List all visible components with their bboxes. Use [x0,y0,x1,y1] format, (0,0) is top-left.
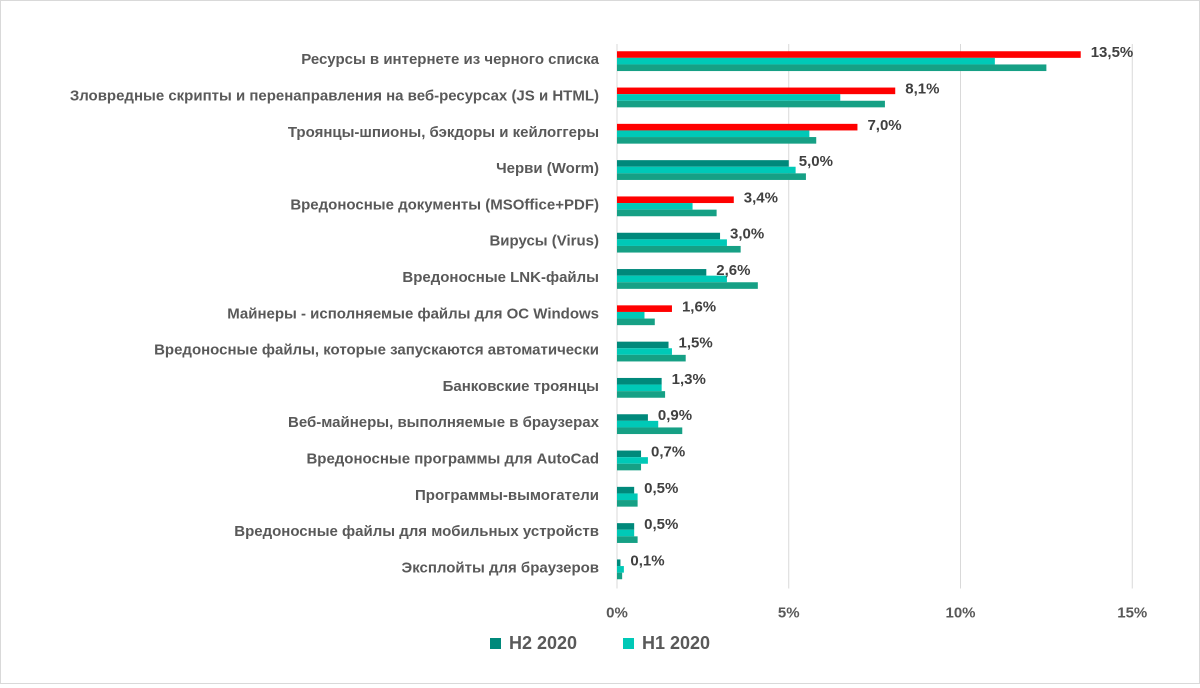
bar-h1 [617,348,672,355]
bar-series-3 [617,173,806,180]
category-label: Ресурсы в интернете из черного списка [301,51,599,68]
value-label: 1,6% [682,298,716,315]
category-label: Вирусы (Virus) [489,233,599,250]
bar-series-3 [617,245,741,253]
value-label: 3,0% [730,226,764,243]
x-tick-label: 10% [945,605,975,622]
bar-h1 [617,166,796,174]
bar-h1 [617,420,659,428]
bar-h1 [617,529,635,537]
bar-h2 [617,196,734,204]
bar-h1 [617,566,624,573]
bar-h1 [617,239,727,246]
value-label: 0,9% [658,407,692,424]
value-label: 0,7% [651,443,685,460]
bar-series-3 [617,536,638,543]
value-labels: 13,5% 8,1% 7,0% 5,0% 3,4% 3,0% 2,6% 1,6% 1,5% 1,3… [630,44,1133,569]
bar-h2 [617,123,858,131]
category-label: Зловредные скрипты и перенаправления на … [70,87,599,104]
bar-h2 [617,305,672,312]
bar-series-3 [617,427,683,435]
value-label: 7,0% [867,117,901,134]
bar-h1 [617,457,648,464]
bar-series-3 [617,354,686,362]
bar-h2 [617,523,635,530]
category-label: Вредоносные LNK-файлы [402,269,599,286]
bar-series-3 [617,572,623,580]
bar-h1 [617,275,727,283]
bar-h2 [617,160,789,167]
bar-series-3 [617,318,655,326]
value-label: 2,6% [716,262,750,279]
x-tick-label: 5% [778,605,800,622]
x-tick-labels: 0% 5% 10% 15% [606,605,1147,622]
bar-h2 [617,414,648,421]
category-label: Черви (Worm) [496,160,599,177]
legend: H2 2020 H1 2020 [490,633,710,653]
bar-h2 [617,450,642,458]
bar-h1 [617,311,645,319]
bar-h1 [617,384,662,392]
bar-h1 [617,493,638,501]
value-label: 0,5% [644,516,678,533]
category-label: Майнеры - исполняемые файлы для ОС Windo… [227,305,599,322]
bar-series-3 [617,500,638,507]
bar-series-3 [617,64,1047,72]
bar-h1 [617,57,995,65]
category-label: Вредоносные файлы, которые запускаются а… [154,342,599,359]
bar-h2 [617,559,621,567]
bar-h2 [617,51,1081,58]
value-label: 5,0% [799,153,833,170]
bar-h2 [617,87,896,95]
bar-h1 [617,94,841,101]
bar-h2 [617,269,707,276]
bar-h2 [617,341,669,349]
x-tick-label: 15% [1117,605,1147,622]
value-label: 1,5% [679,335,713,352]
category-label: Эксплойты для браузеров [402,559,599,576]
bar-h1 [617,203,693,210]
bar-h2 [617,232,721,240]
bar-series-3 [617,100,885,108]
value-label: 0,5% [644,480,678,497]
bar-series-3 [617,463,642,471]
bar-h1 [617,130,810,138]
category-labels: Ресурсы в интернете из черного списка Зло… [70,51,600,576]
category-label: Вредоносные документы (MSOffice+PDF) [290,196,599,213]
legend-label-h2: H2 2020 [509,633,577,653]
value-label: 0,1% [630,552,664,569]
category-label: Троянцы-шпионы, бэкдоры и кейлоггеры [288,124,599,141]
value-label: 8,1% [905,80,939,97]
bar-series-3 [617,209,717,217]
value-label: 3,4% [744,189,778,206]
bars [617,51,1081,580]
bar-series-3 [617,282,758,289]
legend-swatch-h1 [623,638,634,649]
category-label: Банковские троянцы [443,378,599,395]
bar-h2 [617,377,662,385]
category-label: Программы-вымогатели [415,487,599,504]
x-tick-label: 0% [606,605,628,622]
category-label: Вредоносные программы для AutoCad [306,450,599,467]
value-label: 13,5% [1091,44,1134,61]
bar-series-3 [617,391,666,398]
bar-h2 [617,486,635,494]
category-label: Веб-майнеры, выполняемые в браузерах [288,414,600,431]
category-label: Вредоносные файлы для мобильных устройст… [234,523,599,540]
legend-label-h1: H1 2020 [642,633,710,653]
value-label: 1,3% [672,371,706,388]
legend-swatch-h2 [490,638,501,649]
bar-series-3 [617,137,817,144]
